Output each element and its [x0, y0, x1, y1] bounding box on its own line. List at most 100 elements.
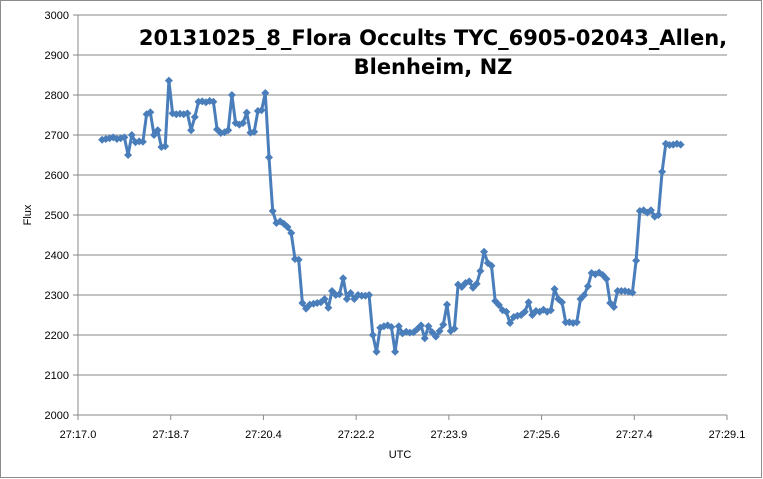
data-point: [502, 307, 511, 316]
data-point: [283, 223, 292, 231]
data-point: [287, 229, 296, 237]
data-point: [183, 109, 192, 118]
data-point: [628, 288, 637, 297]
data-point: [480, 247, 489, 256]
y-tick-label: 2800: [45, 90, 69, 102]
data-point: [320, 295, 329, 303]
y-axis-label: Flux: [22, 204, 34, 225]
data-point: [632, 256, 641, 265]
y-tick-label: 2300: [45, 290, 69, 302]
data-point: [187, 126, 196, 135]
data-point: [450, 324, 459, 333]
data-point: [227, 91, 236, 99]
x-tick-label: 27:22.2: [338, 429, 375, 441]
data-point: [428, 328, 437, 337]
data-point: [153, 126, 162, 135]
data-point: [676, 140, 685, 149]
data-point: [583, 282, 592, 291]
y-tick-label: 2500: [45, 210, 69, 222]
chart-title-line-1: 20131025_8_Flora Occults TYC_6905-02043_…: [139, 26, 727, 50]
x-tick-labels: 27:17.0 27:18.7 27:20.4 27:22.2 27:23.9 27:25…: [60, 429, 746, 441]
data-point: [550, 285, 559, 293]
data-point: [580, 291, 589, 299]
data-point: [472, 279, 481, 288]
data-point: [324, 303, 333, 312]
data-point: [394, 322, 403, 331]
data-point: [609, 303, 618, 311]
y-tick-label: 2200: [45, 330, 69, 342]
data-point: [120, 133, 129, 142]
data-point: [602, 275, 611, 283]
data-point: [294, 255, 303, 264]
data-point: [494, 301, 503, 309]
data-point: [261, 89, 270, 97]
data-point: [239, 119, 248, 127]
data-point: [439, 320, 448, 329]
data-point: [190, 113, 199, 121]
axes: [73, 14, 728, 420]
y-tick-labels: 2000 2100 2200 2300 2400 2500 2600 2700 2800 2900…: [45, 10, 69, 422]
data-point: [424, 322, 433, 331]
data-point: [557, 298, 566, 307]
data-point: [368, 331, 377, 339]
data-point: [146, 108, 155, 117]
y-tick-label: 2900: [45, 50, 69, 62]
y-tick-label: 2100: [45, 370, 69, 382]
data-point: [372, 347, 381, 356]
data-point: [127, 131, 136, 139]
data-point: [242, 108, 251, 117]
x-tick-label: 27:25.6: [523, 429, 560, 441]
chart-title-line-2: Blenheim, NZ: [354, 55, 513, 79]
y-tick-label: 2000: [45, 410, 69, 422]
y-tick-label: 2700: [45, 130, 69, 142]
data-point: [465, 277, 474, 286]
data-point: [346, 289, 355, 297]
y-tick-label: 3000: [45, 10, 69, 22]
data-point: [524, 298, 533, 307]
y-tick-label: 2600: [45, 170, 69, 182]
data-point: [506, 319, 515, 327]
data-point: [209, 97, 218, 106]
data-point: [124, 151, 133, 159]
data-point: [298, 299, 307, 307]
series-line: [101, 79, 681, 354]
data-point: [435, 327, 444, 335]
data-point: [138, 137, 147, 146]
data-point: [268, 207, 277, 215]
data-point: [264, 153, 273, 162]
data-point: [487, 261, 496, 270]
data-point: [365, 291, 374, 299]
data-point: [391, 347, 400, 356]
data-point: [387, 323, 396, 331]
data-point: [420, 334, 429, 343]
data-point: [224, 126, 233, 135]
x-tick-label: 27:23.9: [431, 429, 468, 441]
x-tick-label: 27:29.1: [709, 429, 746, 441]
data-point: [164, 76, 173, 85]
data-point: [417, 321, 426, 330]
data-point: [476, 267, 485, 275]
data-point: [646, 206, 655, 215]
data-point: [520, 307, 529, 316]
data-point: [546, 306, 555, 315]
data-point: [250, 127, 259, 136]
data-point: [443, 300, 452, 309]
x-tick-label: 27:17.0: [60, 429, 97, 441]
series-flux: [98, 76, 685, 356]
y-tick-label: 2400: [45, 250, 69, 262]
data-point: [150, 131, 159, 139]
data-point: [658, 167, 667, 176]
data-point: [572, 318, 581, 327]
x-axis-label: UTC: [389, 449, 412, 461]
data-point: [431, 332, 440, 341]
data-point: [161, 142, 170, 151]
x-tick-label: 27:18.7: [152, 429, 189, 441]
data-point: [257, 106, 266, 115]
x-tick-label: 27:27.4: [616, 429, 653, 441]
gridlines: [78, 14, 727, 376]
data-point: [335, 290, 344, 299]
data-point: [342, 295, 351, 303]
x-tick-label: 27:20.4: [245, 429, 282, 441]
data-point: [654, 211, 663, 219]
